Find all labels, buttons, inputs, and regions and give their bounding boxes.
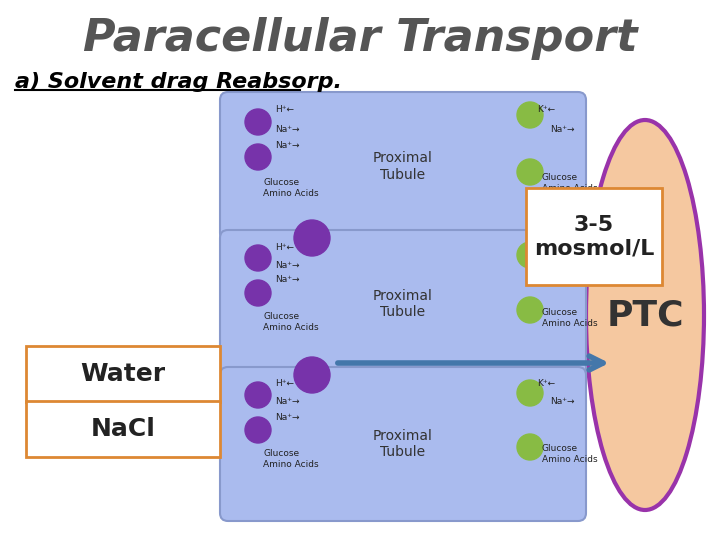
Circle shape <box>517 434 543 460</box>
Circle shape <box>245 245 271 271</box>
Text: NaCl: NaCl <box>91 417 156 441</box>
Text: Na⁺→: Na⁺→ <box>275 413 300 422</box>
Circle shape <box>517 380 543 406</box>
Text: K⁺←: K⁺← <box>537 379 555 388</box>
Circle shape <box>517 102 543 128</box>
Circle shape <box>517 242 543 268</box>
Text: Glucose
Amino Acids: Glucose Amino Acids <box>542 308 598 328</box>
Text: Na⁺→: Na⁺→ <box>550 260 575 269</box>
Text: Water: Water <box>81 362 166 386</box>
Text: Paracellular Transport: Paracellular Transport <box>83 17 637 59</box>
Text: Proximal
Tubule: Proximal Tubule <box>373 429 433 459</box>
Text: Glucose
Amino Acids: Glucose Amino Acids <box>542 444 598 464</box>
FancyBboxPatch shape <box>220 92 586 241</box>
Text: PTC: PTC <box>606 298 684 332</box>
FancyBboxPatch shape <box>26 401 220 457</box>
Text: a) Solvent drag Reabsorp.: a) Solvent drag Reabsorp. <box>15 72 342 92</box>
Ellipse shape <box>586 120 704 510</box>
Text: Na⁺→: Na⁺→ <box>550 125 575 134</box>
Text: Na⁺→: Na⁺→ <box>275 275 300 285</box>
FancyBboxPatch shape <box>220 230 586 378</box>
Text: Na⁺→: Na⁺→ <box>275 140 300 150</box>
Text: H⁺←: H⁺← <box>275 379 294 388</box>
FancyBboxPatch shape <box>526 188 662 285</box>
Text: Na⁺→: Na⁺→ <box>550 397 575 407</box>
Text: Na⁺→: Na⁺→ <box>275 125 300 134</box>
Text: Na⁺→: Na⁺→ <box>275 260 300 269</box>
Text: Proximal
Tubule: Proximal Tubule <box>373 151 433 181</box>
Circle shape <box>245 417 271 443</box>
Text: Proximal
Tubule: Proximal Tubule <box>373 289 433 319</box>
Text: K⁺←: K⁺← <box>537 105 555 114</box>
Circle shape <box>294 220 330 256</box>
FancyBboxPatch shape <box>220 367 586 521</box>
FancyBboxPatch shape <box>26 346 220 402</box>
Circle shape <box>245 280 271 306</box>
Circle shape <box>517 159 543 185</box>
Text: Glucose
Amino Acids: Glucose Amino Acids <box>263 178 319 198</box>
Text: Na⁺→: Na⁺→ <box>275 397 300 407</box>
Text: H⁺←: H⁺← <box>275 242 294 252</box>
Text: K⁺←: K⁺← <box>537 242 555 252</box>
Text: Glucose
Amino Acids: Glucose Amino Acids <box>542 173 598 193</box>
Text: Glucose
Amino Acids: Glucose Amino Acids <box>263 312 319 332</box>
Text: 3-5
mosmol/L: 3-5 mosmol/L <box>534 215 654 259</box>
Circle shape <box>245 109 271 135</box>
Circle shape <box>517 297 543 323</box>
Text: H⁺←: H⁺← <box>275 105 294 114</box>
Text: Glucose
Amino Acids: Glucose Amino Acids <box>263 449 319 469</box>
Circle shape <box>294 357 330 393</box>
Circle shape <box>245 144 271 170</box>
Circle shape <box>245 382 271 408</box>
